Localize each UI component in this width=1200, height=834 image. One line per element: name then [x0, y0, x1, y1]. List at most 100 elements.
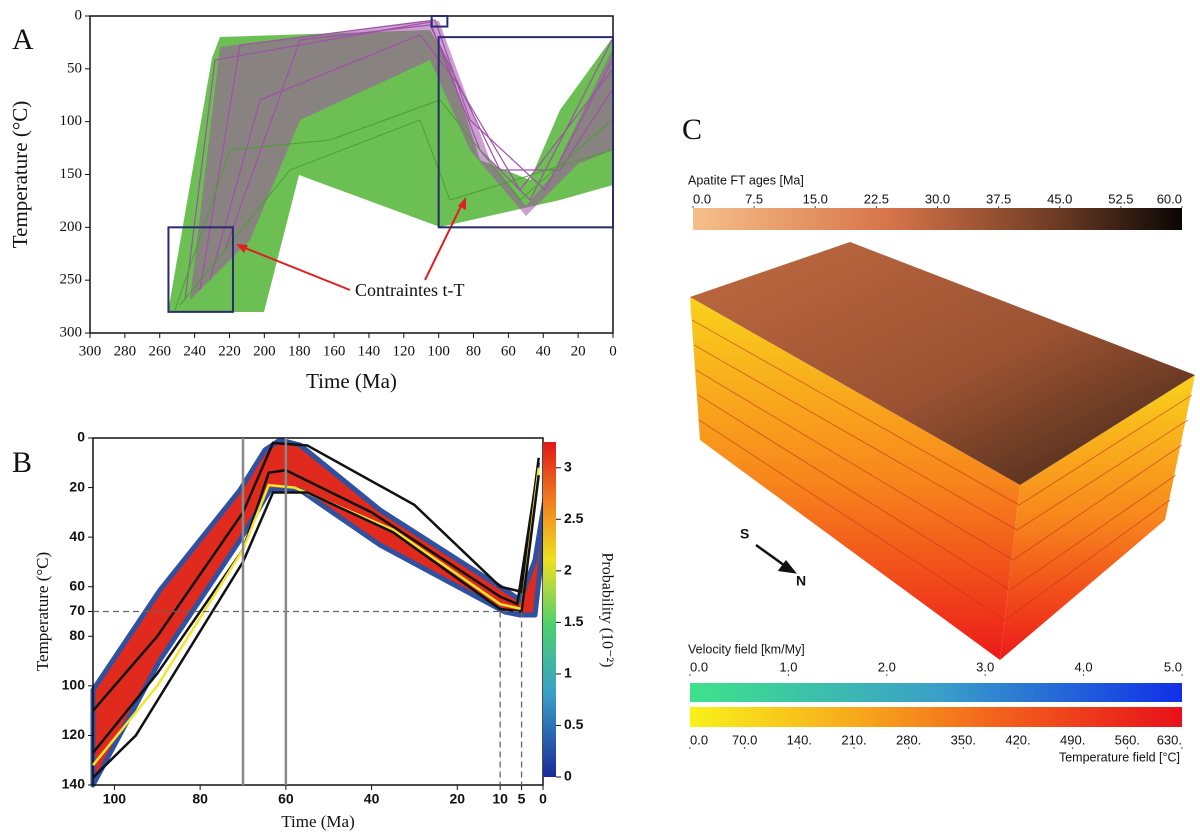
colorbar-tick-label: 60.0	[1157, 191, 1182, 206]
x-tick-label: 0	[539, 791, 547, 807]
colorbar-tick-label: 140.	[787, 732, 812, 747]
colorbar-tick-label: 2.5	[564, 510, 584, 526]
x-tick-label: 280	[114, 343, 137, 359]
x-tick-label: 5	[518, 791, 526, 807]
colorbar-tick-label: 2.0	[878, 659, 896, 674]
block-face	[690, 297, 1020, 660]
annotation-arrows	[236, 197, 466, 291]
x-tick-label: 80	[466, 343, 481, 359]
colorbar-tick-label: 3.0	[976, 659, 994, 674]
x-tick-label: 80	[192, 791, 208, 807]
constraint-box	[437, 36, 614, 229]
colorbar-tick-label: 22.5	[864, 191, 889, 206]
y-tick-label: 200	[60, 219, 83, 235]
x-tick-label: 140	[358, 343, 381, 359]
colorbar-tick-label: 3	[564, 458, 572, 474]
colorbar-tick-label: 0.0	[693, 191, 711, 206]
y-axis-title: Temperature (°C)	[33, 552, 52, 671]
colorbar-tick-label: 1.0	[779, 659, 797, 674]
y-tick-label: 40	[69, 528, 85, 544]
x-tick-label: 120	[393, 343, 416, 359]
x-tick-label: 60	[278, 791, 294, 807]
path-envelope	[190, 21, 613, 300]
colorbar-tick-label: 350.	[951, 732, 976, 747]
x-tick-label: 300	[79, 343, 102, 359]
panel-label: C	[682, 113, 702, 146]
colorbar-tick-label: 7.5	[745, 191, 763, 206]
x-axis-title: Time (Ma)	[281, 812, 355, 831]
y-tick-label: 250	[60, 272, 83, 288]
path-line	[92, 441, 540, 712]
colorbar-tick-label: 630.	[1157, 732, 1182, 747]
x-tick-label: 100	[103, 791, 127, 807]
colorbar-tick-label: 210.	[841, 732, 866, 747]
colorbar-tick-label: 0.5	[564, 716, 584, 732]
colorbar	[693, 208, 1182, 230]
y-tick-label: 300	[60, 324, 83, 340]
colorbar-tick-label: 1.5	[564, 613, 584, 629]
path-lines	[174, 99, 613, 311]
colorbar-tick-label: 5.0	[1164, 659, 1182, 674]
colorbar	[690, 707, 1182, 727]
x-tick-label: 20	[571, 343, 586, 359]
colorbar	[543, 442, 556, 777]
colorbar-tick-label: 0.0	[690, 659, 708, 674]
colorbar-title: Probability (10⁻²)	[598, 552, 615, 667]
panel-label: B	[12, 446, 32, 479]
panel-label: A	[12, 23, 34, 56]
annotation: Contraintes t-T	[355, 280, 464, 300]
x-tick-label: 200	[253, 343, 276, 359]
x-tick-label: 0	[609, 343, 617, 359]
x-tick-label: 60	[501, 343, 516, 359]
colorbar-tick-label: 1	[564, 665, 572, 681]
path-line	[92, 475, 540, 779]
y-tick-label: 0	[75, 7, 83, 23]
x-tick-label: 260	[148, 343, 171, 359]
x-tick-label: 40	[364, 791, 380, 807]
colorbar-tick-label: 52.5	[1108, 191, 1133, 206]
path-line	[92, 467, 540, 766]
colorbar-tick-label: 280.	[896, 732, 921, 747]
colorbar-tick-label: 490.	[1060, 732, 1085, 747]
topography	[690, 242, 1195, 485]
y-tick-label: 50	[67, 60, 82, 76]
colorbar-tick-label: 560.	[1115, 732, 1140, 747]
x-tick-label: 220	[218, 343, 241, 359]
compass-label: S	[740, 526, 749, 542]
colorbar-tick-label: 0.0	[690, 732, 708, 747]
constraint-box	[430, 15, 449, 28]
y-tick-label: 0	[77, 429, 85, 445]
x-tick-label: 180	[288, 343, 311, 359]
y-tick-label: 100	[62, 677, 86, 693]
compass-label: N	[796, 573, 806, 589]
colorbar-tick-label: 2	[564, 562, 572, 578]
colorbar-tick-label: 30.0	[925, 191, 950, 206]
x-tick-label: 240	[183, 343, 206, 359]
x-tick-label: 10	[492, 791, 508, 807]
y-tick-label: 80	[69, 627, 85, 643]
colorbar	[690, 683, 1182, 702]
compass-arrow	[755, 543, 797, 574]
x-tick-label: 100	[427, 343, 450, 359]
colorbar-title: Apatite FT ages [Ma]	[688, 173, 804, 187]
colorbar-tick-label: 0	[564, 768, 572, 784]
y-tick-label: 150	[60, 166, 83, 182]
colorbar-title: Velocity field [km/My]	[688, 642, 805, 656]
x-axis-title: Time (Ma)	[306, 369, 397, 393]
y-tick-label: 60	[69, 577, 85, 593]
block-layers	[691, 319, 1193, 621]
colorbar-title: Temperature field [°C]	[1059, 750, 1180, 764]
y-tick-label: 140	[62, 776, 86, 792]
colorbar-tick-label: 45.0	[1047, 191, 1072, 206]
colorbar-tick-label: 4.0	[1075, 659, 1093, 674]
x-tick-label: 20	[449, 791, 465, 807]
colorbar-tick-label: 15.0	[803, 191, 828, 206]
y-tick-label: 20	[69, 478, 85, 494]
x-tick-label: 40	[536, 343, 551, 359]
y-axis-title: Temperature (°C)	[8, 101, 32, 248]
colorbar-tick-label: 70.0	[732, 732, 757, 747]
colorbar-tick-label: 420.	[1005, 732, 1030, 747]
y-tick-label: 120	[62, 726, 86, 742]
colorbar-tick-label: 37.5	[986, 191, 1011, 206]
